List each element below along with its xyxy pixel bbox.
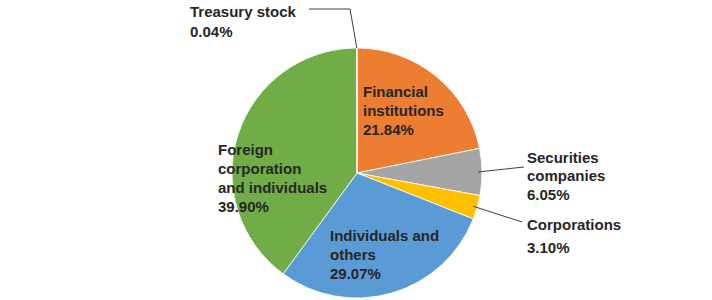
label-line: corporation <box>218 160 301 177</box>
label-line: Foreign <box>218 141 273 158</box>
slice-label: Individuals and others <box>330 227 439 263</box>
data-label: 21.84% <box>363 121 414 138</box>
slice-label: Financial institutions <box>363 83 444 119</box>
label-line: Treasury stock <box>190 3 297 20</box>
label-line: Individuals and <box>330 227 439 244</box>
label-line: Securities <box>527 149 599 166</box>
leader-line <box>478 167 524 172</box>
slice-label: Corporations <box>527 216 621 233</box>
pie-slice <box>356 48 357 173</box>
label-line: Corporations <box>527 216 621 233</box>
labels: Financial institutions 21.84% Securitiescom… <box>190 3 621 282</box>
data-label: 29.07% <box>330 265 381 282</box>
label-line: institutions <box>363 102 444 119</box>
label-line: companies <box>527 167 605 184</box>
data-label: 6.05% <box>527 186 570 203</box>
slice-label: Securitiescompanies <box>527 149 605 184</box>
leader-line <box>473 206 522 222</box>
leaders <box>309 9 524 222</box>
label-line: Financial <box>363 83 428 100</box>
label-line: and individuals <box>218 179 327 196</box>
data-label: 0.04% <box>190 23 233 40</box>
data-label: 39.90% <box>218 198 269 215</box>
slice-label: Foreign corporation and individuals <box>218 141 327 196</box>
pie-chart: Financial institutions 21.84% Securitiescom… <box>0 0 712 300</box>
data-label: 3.10% <box>527 239 570 256</box>
leader-line <box>309 9 357 48</box>
slice-label: Treasury stock <box>190 3 297 20</box>
label-line: others <box>330 246 376 263</box>
